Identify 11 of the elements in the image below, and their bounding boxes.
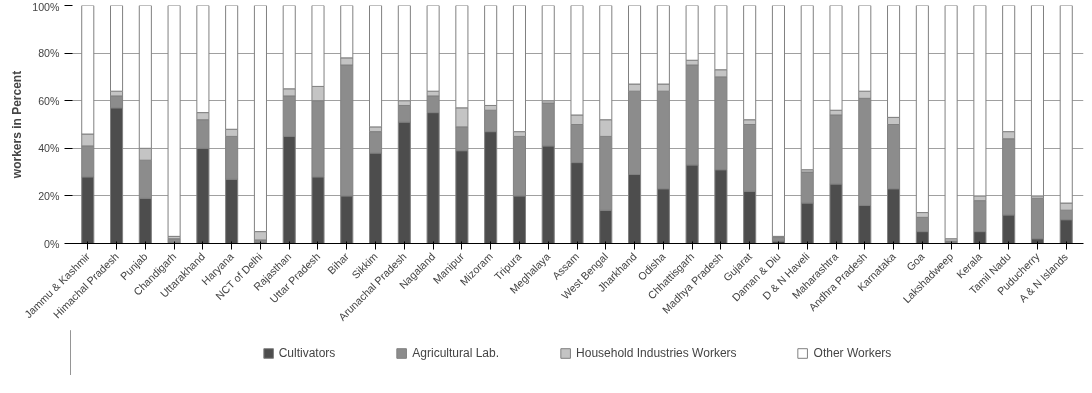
- y-tick-label: 0%: [44, 237, 61, 250]
- y-axis-title: workers in Percent: [10, 70, 25, 180]
- y-tick-label: 100%: [32, 0, 61, 13]
- y-tick-label: 40%: [38, 142, 61, 155]
- y-tick-label: 60%: [38, 94, 61, 107]
- y-tick-label: 20%: [38, 189, 61, 202]
- y-tick-label: 80%: [38, 47, 61, 60]
- legend-label: Household Industries Workers: [576, 345, 737, 360]
- legend-label: Other Workers: [813, 345, 892, 360]
- legend-label: Cultivators: [278, 345, 336, 360]
- legend-label: Agricultural Lab.: [412, 345, 500, 360]
